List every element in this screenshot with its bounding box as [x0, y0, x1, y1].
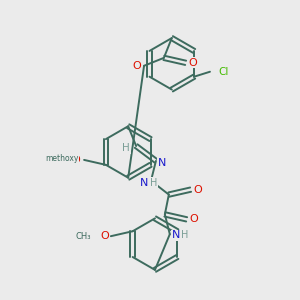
Text: H: H	[181, 230, 188, 240]
Text: N: N	[158, 158, 166, 168]
Text: O: O	[188, 58, 197, 68]
Text: O: O	[133, 61, 142, 71]
Text: O: O	[100, 231, 109, 241]
Text: N: N	[172, 230, 180, 240]
Text: CH₃: CH₃	[48, 155, 63, 164]
Text: O: O	[72, 155, 80, 165]
Text: H: H	[150, 178, 158, 188]
Text: H: H	[122, 143, 130, 153]
Text: O: O	[189, 214, 198, 224]
Text: methoxy: methoxy	[46, 154, 79, 164]
Text: CH₃: CH₃	[76, 232, 91, 241]
Text: Cl: Cl	[218, 67, 228, 77]
Text: O: O	[193, 184, 202, 195]
Text: N: N	[140, 178, 148, 188]
